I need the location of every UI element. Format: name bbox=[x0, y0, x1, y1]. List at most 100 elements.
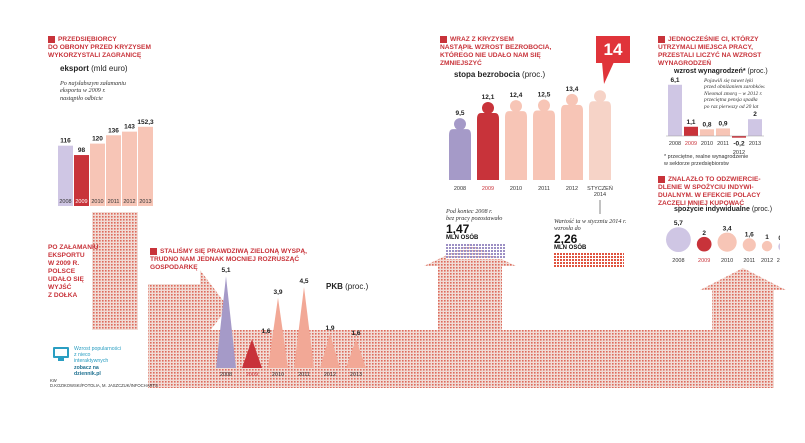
unemployment-person bbox=[449, 129, 471, 180]
unemployment-person-head bbox=[538, 99, 550, 112]
unemployment-value-label: 9,5 bbox=[455, 110, 464, 117]
promo-link[interactable]: Wzrost popularności z nieco interaktywny… bbox=[74, 346, 121, 377]
gdp-subtitle: PKB (proc.) bbox=[326, 282, 369, 291]
unemployment-person bbox=[477, 112, 499, 180]
exports-subtitle: eksport (mld euro) bbox=[60, 64, 128, 73]
consumption-subtitle: spożycie indywidualne (proc.) bbox=[674, 206, 773, 213]
exports-year-label: 2011 bbox=[108, 199, 120, 205]
unemployment-heading: Wraz z kryzysem nastąpił wzrost bezroboc… bbox=[440, 36, 552, 67]
gdp-value-label: 1,6 bbox=[351, 330, 360, 337]
consumption-circle bbox=[696, 236, 712, 252]
consumption-value-label: 3,4 bbox=[723, 226, 732, 233]
wages-year-label: 2011 bbox=[717, 141, 729, 147]
wages-year-label: 2012 bbox=[733, 150, 745, 154]
unemployment-value-label: 12,5 bbox=[538, 92, 551, 99]
exports-value-label: 152,3 bbox=[137, 119, 154, 126]
exports-chart: 116 2008 98 2009 120 2010 136 2011 143 2012 152,3 2… bbox=[58, 119, 154, 206]
wages-chart: 6,1 2008 1,1 2009 0,8 2010 0,9 2011 -0,2 2012 2 201… bbox=[666, 77, 764, 154]
unemployment-person-head bbox=[454, 118, 466, 131]
exports-year-label: 2008 bbox=[59, 199, 71, 205]
gdp-year-label: 2009 bbox=[246, 372, 258, 378]
heading-marker-icon bbox=[440, 36, 447, 43]
unemployment-person-head bbox=[566, 93, 578, 106]
exports-year-label: 2012 bbox=[123, 199, 135, 205]
consumption-heading: Znalazło to odzwiercie- dlenie w spożyci… bbox=[658, 176, 761, 207]
unemployment-person-head bbox=[510, 100, 522, 113]
unemployment-year-label: 2008 bbox=[454, 186, 466, 192]
heading-marker-icon bbox=[48, 36, 55, 43]
unemployment-person bbox=[561, 104, 583, 180]
unemployment-subtitle: stopa bezrobocia (proc.) bbox=[454, 70, 546, 79]
unemployment-year-label: 2014 bbox=[594, 192, 606, 198]
computer-icon[interactable] bbox=[52, 346, 70, 362]
exports-value-label: 120 bbox=[92, 136, 103, 143]
heading-marker-icon bbox=[150, 248, 157, 255]
unemployment-person bbox=[533, 110, 555, 180]
consumption-value-label: 0,8 bbox=[778, 235, 780, 242]
exports-bar bbox=[74, 155, 89, 206]
consumption-value-label: 2 bbox=[702, 230, 706, 237]
unemployment-person-head bbox=[594, 90, 606, 103]
gdp-chart: 5,1 2008 1,6 2009 3,9 2010 4,5 2011 1,9 2012 1,6 20… bbox=[216, 267, 366, 378]
unemployment-chart: 9,5 2008 12,1 2009 12,4 2010 12,5 2011 13,4 2012 S… bbox=[449, 86, 613, 214]
wages-subtitle: wzrost wynagrodzeń* (proc.) bbox=[674, 68, 768, 75]
badge-pointer-icon bbox=[602, 62, 614, 84]
unemployment-badge: 14 bbox=[596, 36, 630, 63]
credit-line2: d.kozikowski/fotolia, m. jaszczuk/infoch… bbox=[50, 383, 158, 388]
people-grid-overlay bbox=[446, 243, 506, 259]
wages-year-label: 2009 bbox=[685, 141, 697, 147]
exports-side-heading: Po załamaniu eksportu w 2009 r. Polsce u… bbox=[48, 244, 99, 299]
consumption-year-label: 2013 bbox=[777, 258, 780, 264]
unemployment-value-label: 12,1 bbox=[482, 94, 495, 101]
exports-year-label: 2010 bbox=[91, 199, 103, 205]
gdp-heading: Staliśmy się prawdziwą zieloną wyspą, tr… bbox=[150, 248, 308, 271]
gdp-value-label: 1,9 bbox=[325, 325, 334, 332]
exports-bar bbox=[122, 131, 137, 206]
gdp-triangle bbox=[242, 339, 262, 368]
wages-value-label: -0,2 bbox=[733, 141, 745, 148]
gdp-triangle bbox=[320, 333, 340, 368]
consumption-year-label: 2010 bbox=[721, 258, 733, 264]
consumption-circle bbox=[717, 232, 737, 252]
unemployment-person-head bbox=[482, 101, 494, 114]
wages-value-label: 0,8 bbox=[702, 121, 711, 128]
unemployment-right-unit: MLN OSÓB bbox=[554, 245, 587, 251]
consumption-year-label: 2008 bbox=[672, 258, 684, 264]
exports-bar bbox=[138, 126, 153, 206]
consumption-circle bbox=[666, 227, 691, 253]
wages-value-label: 6,1 bbox=[670, 77, 679, 84]
gdp-triangle bbox=[216, 276, 236, 368]
wages-bar bbox=[700, 129, 714, 136]
exports-bar bbox=[58, 145, 73, 206]
wages-year-label: 2010 bbox=[701, 141, 713, 147]
wages-footnote: * przeciętne, realne wynagrodzenie w sek… bbox=[664, 154, 749, 167]
unemployment-value-label: 12,4 bbox=[510, 92, 523, 99]
unemployment-year-label: 2009 bbox=[482, 186, 494, 192]
consumption-circle bbox=[742, 238, 756, 252]
consumption-year-label: 2012 bbox=[761, 258, 773, 264]
wages-value-label: 1,1 bbox=[686, 119, 695, 126]
wages-bar bbox=[668, 84, 682, 136]
consumption-chart: 5,7 2008 2 2009 3,4 2010 1,6 2011 1 2012 0,8 2013 bbox=[666, 220, 780, 264]
gdp-value-label: 3,9 bbox=[273, 289, 282, 296]
wages-bar bbox=[732, 136, 746, 138]
unemployment-year-label: 2010 bbox=[510, 186, 522, 192]
gdp-triangle bbox=[294, 287, 314, 368]
wages-bar bbox=[716, 128, 730, 136]
exports-heading: Przedsiębiorcy do obrony przed kryzysem … bbox=[48, 36, 151, 59]
unemployment-note-right: Wartość ta w styczniu 2014 r. wzrosła do bbox=[554, 218, 627, 233]
exports-value-label: 98 bbox=[78, 147, 86, 154]
gdp-value-label: 5,1 bbox=[221, 267, 230, 274]
unemployment-note-left: Pod koniec 2008 r. bez pracy pozostawało bbox=[446, 208, 503, 223]
credit-line1: kw bbox=[50, 378, 57, 383]
consumption-value-label: 5,7 bbox=[674, 220, 683, 227]
unemployment-year-label: STYCZEŃ bbox=[587, 185, 613, 192]
consumption-value-label: 1 bbox=[765, 234, 769, 241]
consumption-year-label: 2011 bbox=[743, 258, 755, 264]
wages-note: Pojawili się nawet lęki przed obniżaniem… bbox=[704, 78, 766, 110]
gdp-year-label: 2010 bbox=[272, 372, 284, 378]
exports-value-label: 136 bbox=[108, 127, 119, 134]
unemployment-person bbox=[589, 101, 611, 180]
unemployment-left-value: 1,47 bbox=[446, 222, 470, 236]
